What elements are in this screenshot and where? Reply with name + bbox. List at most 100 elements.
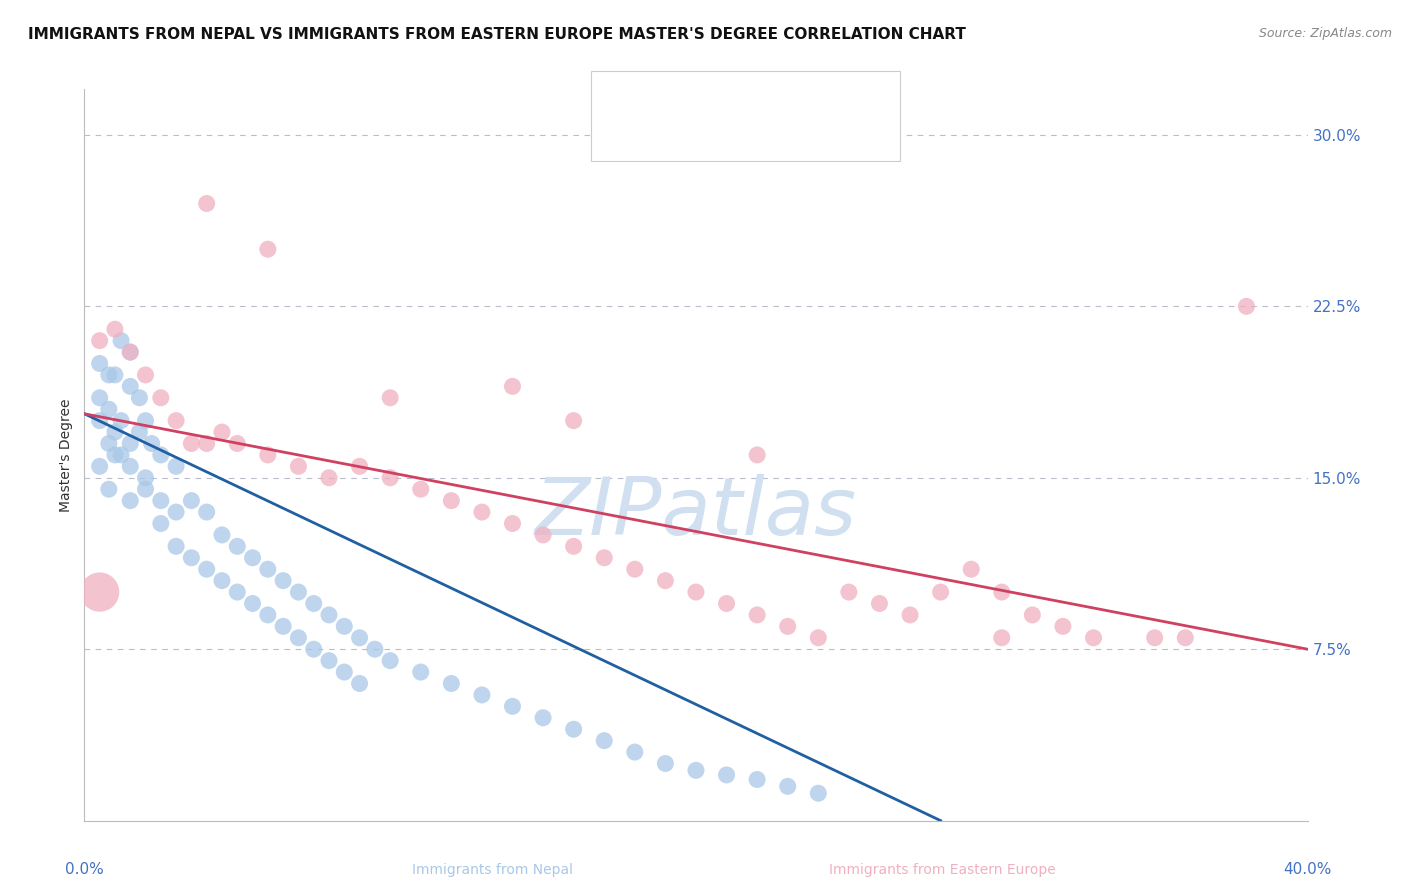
Point: [471, 505, 494, 519]
Point: [685, 764, 707, 778]
Point: [654, 756, 676, 771]
Point: [226, 539, 249, 553]
Point: [380, 471, 402, 485]
Point: [89, 414, 111, 428]
Text: Immigrants from Eastern Europe: Immigrants from Eastern Europe: [828, 863, 1056, 877]
Point: [349, 631, 371, 645]
Point: [195, 562, 218, 576]
Point: [149, 391, 172, 405]
Point: [97, 482, 120, 496]
Point: [120, 379, 142, 393]
Point: [180, 436, 202, 450]
Point: [502, 516, 524, 531]
Point: [562, 723, 585, 737]
Point: [195, 505, 218, 519]
Point: [531, 528, 554, 542]
Point: [869, 597, 891, 611]
Point: [991, 631, 1014, 645]
Point: [89, 334, 111, 348]
Point: [89, 391, 111, 405]
Point: [211, 425, 233, 439]
Point: [242, 597, 264, 611]
Text: Immigrants from Nepal: Immigrants from Nepal: [412, 863, 572, 877]
Point: [409, 665, 432, 679]
Point: [195, 436, 218, 450]
Point: [471, 688, 494, 702]
Point: [440, 676, 463, 690]
Point: [287, 459, 309, 474]
Point: [318, 607, 340, 622]
Point: [685, 585, 707, 599]
Point: [776, 780, 799, 794]
Point: [562, 414, 585, 428]
Point: [120, 493, 142, 508]
Point: [1052, 619, 1074, 633]
Point: [960, 562, 983, 576]
Point: [807, 786, 830, 800]
Text: R = -0.410   N =  48: R = -0.410 N = 48: [637, 125, 792, 139]
Point: [333, 619, 356, 633]
Point: [1174, 631, 1197, 645]
Point: [135, 368, 157, 382]
Point: [747, 607, 769, 622]
Point: [776, 619, 799, 633]
Text: IMMIGRANTS FROM NEPAL VS IMMIGRANTS FROM EASTERN EUROPE MASTER'S DEGREE CORRELAT: IMMIGRANTS FROM NEPAL VS IMMIGRANTS FROM…: [28, 27, 966, 42]
Point: [97, 368, 120, 382]
Point: [180, 493, 202, 508]
Point: [165, 505, 187, 519]
Point: [716, 768, 738, 782]
Point: [120, 459, 142, 474]
Text: R = -0.553   N =  71: R = -0.553 N = 71: [637, 88, 792, 103]
Text: ZIPatlas: ZIPatlas: [534, 475, 858, 552]
Point: [89, 356, 111, 371]
Point: [226, 585, 249, 599]
Point: [104, 448, 127, 462]
Point: [287, 631, 309, 645]
Point: [149, 516, 172, 531]
Point: [104, 425, 127, 439]
Point: [128, 391, 150, 405]
Text: 40.0%: 40.0%: [1284, 863, 1331, 877]
Point: [318, 654, 340, 668]
Point: [242, 550, 264, 565]
Point: [257, 448, 280, 462]
Point: [110, 448, 132, 462]
Point: [211, 574, 233, 588]
Point: [302, 597, 325, 611]
Point: [838, 585, 860, 599]
Point: [333, 665, 356, 679]
Point: [135, 482, 157, 496]
Point: [991, 585, 1014, 599]
Point: [165, 539, 187, 553]
Point: [89, 459, 111, 474]
Point: [747, 772, 769, 787]
Point: [593, 550, 616, 565]
Point: [257, 607, 280, 622]
Point: [120, 345, 142, 359]
Point: [502, 699, 524, 714]
Point: [120, 436, 142, 450]
Point: [380, 391, 402, 405]
Point: [747, 448, 769, 462]
Point: [271, 574, 294, 588]
Point: [120, 345, 142, 359]
Point: [440, 493, 463, 508]
Point: [562, 539, 585, 553]
Point: [97, 436, 120, 450]
Point: [141, 436, 163, 450]
Point: [1083, 631, 1105, 645]
Point: [531, 711, 554, 725]
Point: [149, 493, 172, 508]
Point: [502, 379, 524, 393]
Point: [165, 414, 187, 428]
Point: [624, 745, 647, 759]
Point: [110, 334, 132, 348]
Point: [1143, 631, 1166, 645]
Point: [226, 436, 249, 450]
Point: [257, 242, 280, 256]
Point: [302, 642, 325, 657]
Point: [364, 642, 387, 657]
Point: [929, 585, 952, 599]
Point: [180, 550, 202, 565]
Point: [89, 585, 111, 599]
